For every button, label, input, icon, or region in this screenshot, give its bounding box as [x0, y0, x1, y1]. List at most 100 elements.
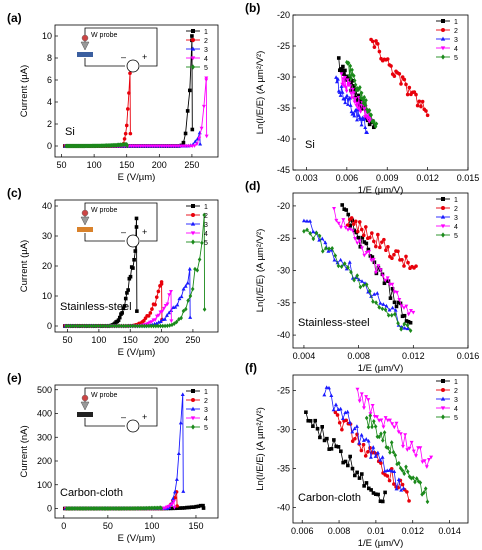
data-point	[317, 233, 322, 239]
data-point	[135, 309, 139, 313]
legend-marker	[190, 231, 196, 236]
data-point	[167, 293, 172, 297]
data-point	[325, 436, 329, 441]
data-point	[126, 107, 130, 111]
data-point	[352, 228, 357, 233]
data-point	[380, 499, 385, 504]
data-point	[128, 274, 133, 279]
series-4	[332, 207, 416, 317]
data-point	[343, 100, 348, 105]
data-point	[370, 403, 375, 408]
data-point	[409, 440, 414, 445]
data-point	[183, 284, 188, 288]
data-point	[135, 323, 140, 329]
sample-icon	[77, 227, 93, 232]
probe-tip-icon	[80, 216, 90, 226]
data-point	[351, 222, 356, 226]
data-point	[347, 73, 352, 78]
data-point	[342, 72, 346, 76]
legend-marker	[190, 46, 196, 51]
data-point	[180, 392, 185, 396]
data-point	[338, 406, 343, 411]
data-point	[160, 309, 165, 314]
data-point	[363, 102, 367, 108]
data-point	[356, 93, 361, 98]
y-tick-label: -30	[277, 425, 290, 435]
data-point	[324, 245, 328, 251]
data-point	[151, 323, 156, 329]
data-point	[112, 323, 117, 329]
data-point	[375, 291, 380, 295]
data-point	[363, 125, 368, 129]
data-point	[181, 308, 186, 314]
data-point	[315, 426, 320, 431]
data-point	[80, 323, 84, 329]
data-point	[339, 84, 344, 88]
data-point	[364, 437, 369, 441]
data-point	[343, 459, 348, 464]
data-point	[406, 260, 410, 265]
data-point	[154, 295, 159, 299]
data-point	[368, 413, 373, 418]
data-point	[343, 85, 348, 90]
data-point	[406, 320, 411, 324]
legend-marker	[190, 56, 196, 61]
data-point	[120, 311, 124, 315]
data-point	[406, 469, 410, 475]
data-point	[383, 307, 388, 313]
legend-label: 5	[204, 425, 208, 432]
data-point	[195, 267, 200, 273]
data-point	[131, 266, 135, 270]
data-point	[362, 253, 367, 258]
data-point	[369, 258, 374, 263]
data-point	[376, 264, 381, 268]
data-point	[357, 476, 362, 480]
data-point	[375, 42, 380, 46]
data-point	[339, 72, 344, 76]
y-tick-label: -40	[277, 330, 290, 340]
data-point	[374, 121, 379, 127]
data-point	[411, 449, 416, 454]
data-point	[346, 265, 350, 270]
data-point	[367, 108, 372, 113]
plus-sign: +	[142, 412, 147, 422]
data-point	[365, 109, 370, 115]
data-point	[349, 76, 354, 81]
data-point	[345, 93, 349, 98]
legend-marker	[191, 213, 195, 217]
data-point	[354, 87, 359, 93]
circuit-wire	[84, 233, 125, 242]
inset-probe-label: W probe	[91, 32, 118, 39]
plus-sign: +	[142, 227, 147, 237]
data-point	[153, 302, 157, 307]
x-tick-label: 50	[57, 160, 67, 170]
data-point	[64, 323, 68, 329]
sample-icon	[77, 52, 93, 57]
x-tick-label: 0	[61, 521, 66, 531]
data-point	[361, 233, 366, 238]
data-point	[154, 323, 158, 329]
data-point	[190, 34, 194, 38]
data-point	[147, 323, 151, 329]
data-point	[347, 95, 352, 100]
data-point	[140, 323, 144, 329]
data-point	[420, 460, 425, 465]
x-tick-label: 200	[154, 335, 169, 345]
y-tick-label: 0	[47, 504, 52, 514]
data-point	[119, 323, 124, 329]
data-point	[357, 399, 362, 404]
y-tick-label: 400	[37, 409, 52, 419]
plot-frame	[292, 374, 469, 524]
data-point	[355, 470, 359, 475]
data-point	[393, 308, 398, 312]
data-point	[370, 231, 374, 235]
legend-label: 2	[454, 28, 458, 35]
data-point	[133, 249, 138, 253]
legend-label: 4	[454, 406, 458, 413]
data-point	[378, 268, 383, 272]
data-point	[400, 314, 405, 319]
data-point	[424, 109, 428, 113]
data-point	[409, 309, 413, 313]
data-point	[326, 249, 331, 253]
legend-marker	[191, 398, 195, 402]
